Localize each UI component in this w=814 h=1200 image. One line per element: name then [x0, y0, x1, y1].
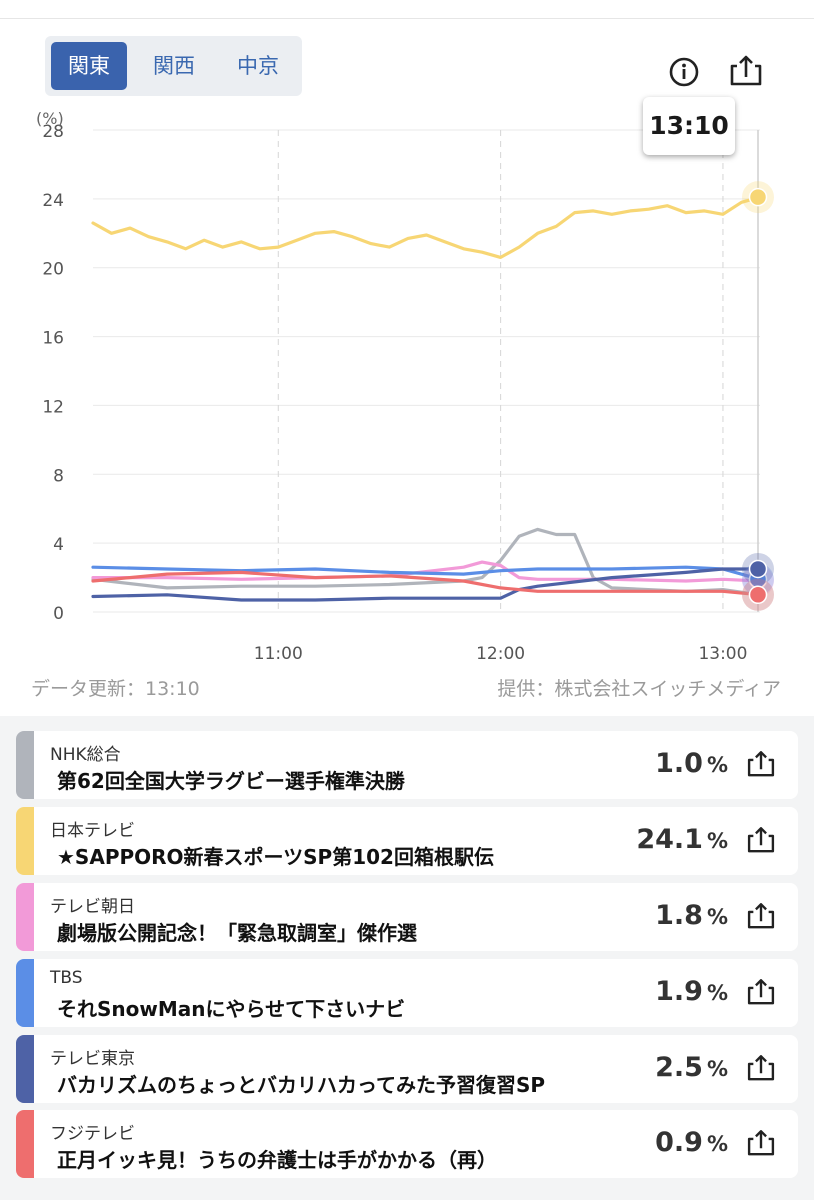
rating-number: 24.1 — [636, 824, 703, 855]
y-tick-label: 24 — [42, 191, 64, 211]
share-icon[interactable] — [744, 1052, 778, 1086]
rating-number: 1.0 — [655, 748, 703, 779]
x-tick-label: 12:00 — [476, 644, 525, 664]
top-divider — [0, 18, 814, 19]
region-tab-kanto[interactable]: 関東 — [51, 42, 127, 90]
y-tick-label: 16 — [42, 329, 64, 349]
share-icon[interactable] — [744, 824, 778, 858]
info-icon[interactable] — [664, 52, 704, 92]
rating-unit: % — [706, 1057, 728, 1081]
x-tick-label: 11:00 — [254, 644, 303, 664]
program-card-ntv[interactable]: 日本テレビ ★SAPPORO新春スポーツSP第102回箱根駅伝 24.1% — [16, 807, 798, 875]
rating-number: 0.9 — [655, 1127, 703, 1158]
rating-value: 24.1% — [636, 824, 728, 855]
channel-name: TBS — [50, 968, 83, 988]
rating-unit: % — [706, 753, 728, 777]
region-tab-chukyo[interactable]: 中京 — [237, 54, 279, 78]
program-title: 劇場版公開記念！「緊急取調室」傑作選 — [57, 921, 417, 945]
program-list: NHK総合 第62回全国大学ラグビー選手権準決勝 1.0% 日本テレビ ★SAP… — [0, 716, 814, 1200]
endpoint-marker — [748, 559, 768, 579]
channel-name: テレビ朝日 — [50, 897, 135, 917]
program-title: それSnowManにやらせて下さいナビ — [57, 997, 406, 1021]
y-tick-label: 20 — [42, 260, 64, 280]
y-axis-unit-label: (%) — [36, 109, 64, 128]
program-title: ★SAPPORO新春スポーツSP第102回箱根駅伝 — [57, 845, 494, 869]
y-tick-label: 28 — [42, 122, 64, 142]
series-line — [91, 560, 762, 583]
y-tick-label: 8 — [53, 466, 64, 486]
channel-color-bar — [16, 1110, 34, 1178]
share-icon[interactable] — [744, 900, 778, 934]
program-title: 第62回全国大学ラグビー選手権準決勝 — [57, 769, 405, 793]
share-icon[interactable] — [744, 976, 778, 1010]
series-line — [91, 527, 762, 597]
channel-name: NHK総合 — [50, 745, 121, 765]
program-title: 正月イッキ見！うちの弁護士は手がかかる（再） — [57, 1148, 497, 1172]
program-card-fuji-tv[interactable]: フジテレビ 正月イッキ見！うちの弁護士は手がかかる（再） 0.9% — [16, 1110, 798, 1178]
channel-name: フジテレビ — [50, 1124, 135, 1144]
endpoint-marker — [748, 187, 768, 207]
time-tooltip: 13:10 — [643, 97, 735, 155]
region-tab-kansai[interactable]: 関西 — [153, 54, 195, 78]
channel-color-bar — [16, 1035, 34, 1103]
series-line — [91, 195, 762, 259]
y-tick-label: 12 — [42, 397, 64, 417]
rating-unit: % — [706, 1132, 728, 1156]
series-line — [91, 570, 762, 597]
rating-value: 2.5% — [655, 1052, 728, 1083]
channel-color-bar — [16, 883, 34, 951]
channel-name: テレビ東京 — [50, 1049, 135, 1069]
series-line — [91, 567, 762, 602]
rating-unit: % — [706, 905, 728, 929]
channel-color-bar — [16, 731, 34, 799]
region-selector: 関東 関西 中京 — [45, 36, 302, 96]
rating-line-chart: 0 4 8 12 16 20 24 28(%) 11:00 12:00 13:00 — [36, 109, 774, 664]
rating-value: 1.9% — [655, 976, 728, 1007]
share-icon[interactable] — [726, 52, 766, 92]
rating-number: 1.9 — [655, 976, 703, 1007]
channel-color-bar — [16, 807, 34, 875]
program-card-tv-asahi[interactable]: テレビ朝日 劇場版公開記念！「緊急取調室」傑作選 1.8% — [16, 883, 798, 951]
rating-value: 1.0% — [655, 748, 728, 779]
program-card-nhk[interactable]: NHK総合 第62回全国大学ラグビー選手権準決勝 1.0% — [16, 731, 798, 799]
data-updated-text: データ更新：13:10 — [31, 678, 200, 700]
share-icon[interactable] — [744, 1127, 778, 1161]
channel-name: 日本テレビ — [50, 821, 135, 841]
program-card-tbs[interactable]: TBS それSnowManにやらせて下さいナビ 1.9% — [16, 959, 798, 1027]
series-line — [91, 565, 762, 581]
y-tick-label: 0 — [53, 604, 64, 624]
rating-value: 1.8% — [655, 900, 728, 931]
provider-text: 提供：株式会社スイッチメディア — [497, 678, 781, 700]
rating-unit: % — [706, 981, 728, 1005]
rating-unit: % — [706, 829, 728, 853]
x-tick-label: 13:00 — [698, 644, 747, 664]
program-title: バカリズムのちょっとバカリハカってみた予習復習SP — [57, 1073, 546, 1097]
rating-number: 1.8 — [655, 900, 703, 931]
endpoint-marker — [748, 585, 768, 605]
rating-number: 2.5 — [655, 1052, 703, 1083]
program-card-tv-tokyo[interactable]: テレビ東京 バカリズムのちょっとバカリハカってみた予習復習SP 2.5% — [16, 1035, 798, 1103]
y-tick-label: 4 — [53, 535, 64, 555]
channel-color-bar — [16, 959, 34, 1027]
rating-value: 0.9% — [655, 1127, 728, 1158]
share-icon[interactable] — [744, 748, 778, 782]
